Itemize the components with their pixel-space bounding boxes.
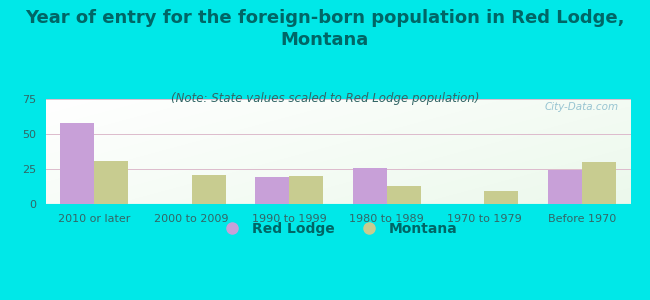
Bar xyxy=(387,186,421,204)
Bar xyxy=(94,160,129,204)
Bar xyxy=(60,123,94,204)
Legend: Red Lodge, Montana: Red Lodge, Montana xyxy=(213,216,463,241)
Bar xyxy=(547,170,582,204)
Bar xyxy=(289,176,324,204)
Bar xyxy=(255,177,289,204)
Bar xyxy=(192,175,226,204)
Text: Year of entry for the foreign-born population in Red Lodge,
Montana: Year of entry for the foreign-born popul… xyxy=(25,9,625,49)
Bar xyxy=(582,162,616,204)
Text: (Note: State values scaled to Red Lodge population): (Note: State values scaled to Red Lodge … xyxy=(171,92,479,104)
Bar xyxy=(353,168,387,204)
Bar xyxy=(484,191,519,204)
Text: City-Data.com: City-Data.com xyxy=(545,102,619,112)
